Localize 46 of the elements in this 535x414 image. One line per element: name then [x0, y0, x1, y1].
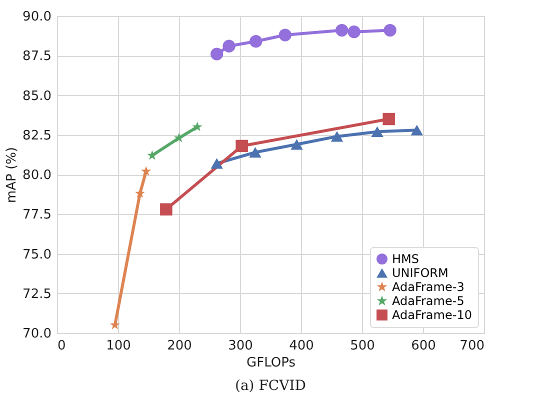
point [382, 112, 395, 126]
legend-label: AdaFrame-5 [392, 294, 464, 308]
y-axis-title: mAP (%) [4, 146, 20, 204]
legend-label: UNIFORM [392, 266, 448, 280]
y-tick-label: 80.0 [22, 168, 52, 183]
x-tick-label: 400 [289, 338, 314, 354]
point [192, 122, 202, 132]
legend-label: HMS [392, 252, 419, 266]
point [410, 124, 424, 136]
point [134, 188, 145, 198]
point [141, 166, 152, 176]
point [249, 147, 262, 158]
point [236, 140, 248, 152]
y-tick-label: 77.5 [22, 208, 52, 223]
y-tick-label: 87.5 [22, 49, 52, 64]
x-tick-label: 100 [106, 338, 131, 354]
x-axis-title: GFLOPs [246, 356, 296, 370]
point [210, 158, 223, 169]
point [147, 150, 158, 160]
point [222, 40, 236, 52]
point [160, 203, 172, 216]
point [250, 35, 262, 48]
legend-label: AdaFrame-10 [392, 308, 472, 322]
x-tick-label: 300 [228, 338, 253, 354]
point [336, 24, 348, 37]
point [210, 48, 224, 60]
point [384, 24, 396, 37]
point [174, 132, 184, 142]
x-tick-label: 600 [411, 338, 436, 354]
y-tick-label: 85.0 [22, 88, 52, 104]
x-tick-label: 700 [460, 338, 484, 354]
point [348, 26, 360, 38]
y-tick-label: 72.5 [22, 286, 52, 302]
y-tick-label: 90.0 [22, 10, 52, 24]
x-tick-label: 200 [167, 338, 192, 354]
point [330, 131, 344, 142]
y-tick-label: 75.0 [22, 247, 52, 262]
point [290, 139, 303, 150]
point [278, 28, 292, 42]
y-tick-label: 70.0 [22, 326, 52, 342]
x-tick-label: 0 [58, 338, 66, 354]
legend-label: AdaFrame-3 [392, 280, 464, 294]
x-tick-label: 500 [350, 338, 375, 354]
y-tick-label: 82.5 [22, 128, 52, 144]
point [371, 126, 384, 138]
text: (a) FCVID [234, 378, 306, 394]
